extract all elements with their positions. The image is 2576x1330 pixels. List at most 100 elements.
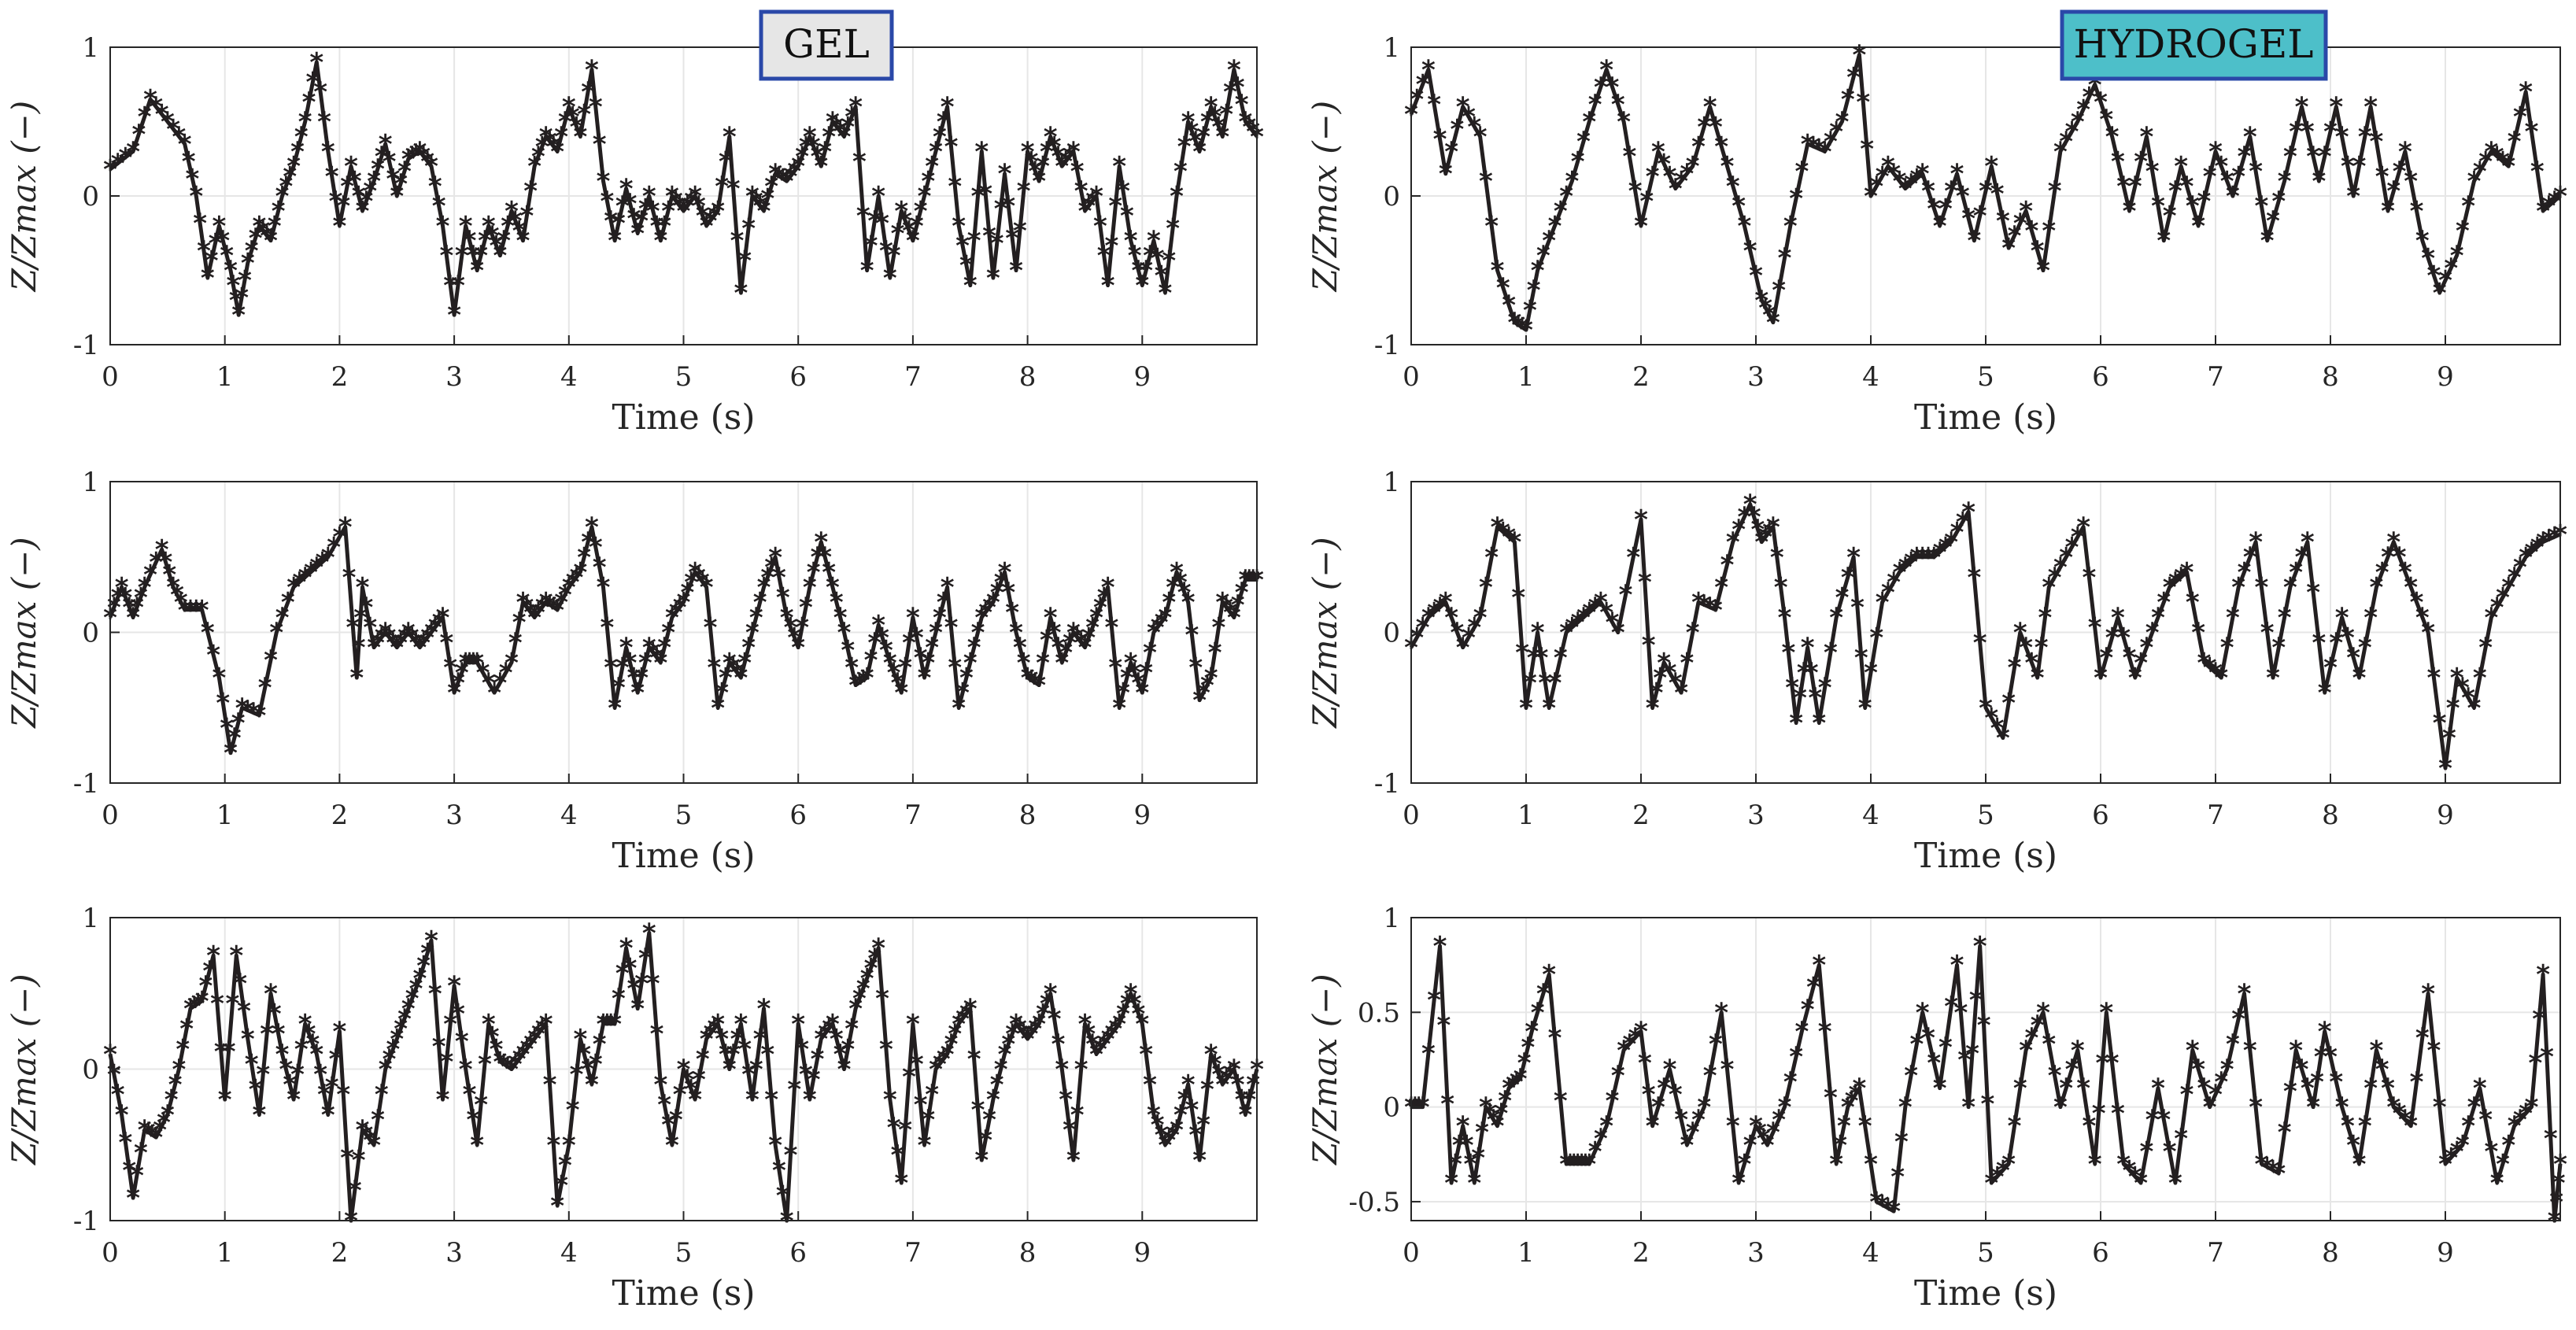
data-point-marker: *: [467, 241, 481, 272]
data-point-marker: *: [543, 127, 557, 158]
data-point-marker: *: [963, 994, 978, 1025]
x-tick-label: 1: [1517, 800, 1535, 831]
data-point-marker: *: [1135, 270, 1149, 301]
data-point-marker: *: [1954, 997, 1968, 1029]
data-point-marker: *: [455, 1026, 469, 1058]
data-point-marker: *: [520, 593, 534, 624]
data-point-marker: *: [2329, 92, 2343, 124]
data-point-marker: *: [1511, 582, 1525, 614]
data-point-marker: *: [581, 77, 595, 109]
data-point-marker: *: [1634, 504, 1648, 536]
data-point-marker: *: [2525, 1092, 2539, 1124]
x-tick-label: 6: [789, 1237, 807, 1269]
data-point-marker: *: [218, 1084, 232, 1116]
data-point-marker: *: [1858, 693, 1872, 724]
data-point-marker: *: [875, 623, 889, 654]
data-point-marker: *: [2001, 1149, 2016, 1180]
data-point-marker: *: [994, 194, 1008, 225]
data-point-marker: *: [1223, 77, 1237, 109]
data-point-marker: *: [1151, 243, 1165, 275]
x-tick-label: 9: [1133, 1237, 1151, 1269]
data-point-marker: *: [1028, 157, 1042, 188]
data-point-marker: *: [2370, 127, 2384, 158]
data-point-marker: *: [1143, 1070, 1157, 1101]
data-point-marker: *: [906, 1009, 920, 1040]
data-point-marker: *: [883, 263, 897, 294]
data-point-marker: *: [1200, 107, 1214, 139]
data-point-marker: *: [646, 968, 660, 999]
data-point-marker: *: [608, 226, 622, 257]
data-point-marker: *: [451, 999, 465, 1030]
panel-gel-3: ****************************************…: [5, 903, 1264, 1313]
data-point-marker: *: [149, 92, 163, 124]
data-point-marker: *: [760, 562, 774, 593]
x-tick-label: 1: [216, 1237, 234, 1269]
data-point-marker: *: [577, 99, 591, 131]
data-point-marker: *: [1044, 121, 1058, 153]
data-point-marker: *: [436, 211, 450, 242]
hydrogel-condition-label: HYDROGEL: [2060, 9, 2328, 81]
data-point-marker: *: [516, 587, 530, 619]
data-point-marker: *: [925, 633, 939, 664]
data-point-marker: *: [2243, 121, 2257, 153]
data-point-marker: *: [543, 1070, 557, 1101]
data-point-marker: *: [585, 54, 599, 86]
data-point-marker: *: [138, 572, 152, 604]
data-point-marker: *: [231, 707, 246, 739]
data-point-marker: *: [2111, 1099, 2125, 1130]
data-point-marker: *: [669, 597, 683, 629]
x-tick-label: 0: [1403, 800, 1420, 831]
x-tick-label: 4: [560, 361, 578, 393]
data-point-marker: *: [608, 693, 622, 724]
data-point-marker: *: [558, 580, 572, 611]
x-tick-label: 5: [1977, 800, 1994, 831]
data-point-marker: *: [2174, 1124, 2188, 1155]
data-point-marker: *: [543, 589, 557, 621]
data-point-marker: *: [1720, 1055, 1735, 1086]
data-point-marker: *: [443, 270, 457, 301]
data-point-marker: *: [894, 1168, 908, 1199]
data-point-marker: *: [784, 612, 798, 644]
x-tick-label: 9: [2437, 1237, 2454, 1269]
data-point-marker: *: [379, 129, 393, 161]
data-point-marker: *: [944, 612, 959, 644]
data-point-marker: *: [604, 206, 618, 238]
data-point-marker: *: [321, 542, 335, 574]
data-point-marker: *: [550, 595, 564, 626]
data-point-marker: *: [681, 191, 695, 223]
data-point-marker: *: [818, 136, 832, 168]
data-point-marker: *: [482, 667, 496, 699]
data-point-marker: *: [206, 940, 220, 972]
data-point-marker: *: [898, 1115, 912, 1147]
data-point-marker: *: [879, 235, 893, 267]
data-point-marker: *: [986, 263, 1000, 294]
data-point-marker: *: [708, 201, 722, 232]
data-point-marker: *: [166, 114, 180, 146]
data-point-marker: *: [1059, 146, 1073, 178]
data-point-marker: *: [279, 171, 294, 202]
data-point-marker: *: [1961, 497, 1975, 528]
data-point-marker: *: [1818, 1016, 1832, 1047]
data-point-marker: *: [597, 572, 611, 604]
data-point-marker: *: [1783, 211, 1798, 242]
data-point-marker: *: [875, 984, 889, 1015]
data-point-marker: *: [955, 678, 970, 709]
data-point-marker: *: [711, 693, 725, 724]
panel-hydrogel-2: ****************************************…: [1306, 467, 2567, 876]
data-point-marker: *: [867, 627, 881, 659]
data-point-marker: *: [910, 211, 924, 242]
data-point-marker: *: [898, 206, 912, 238]
data-point-marker: *: [2255, 572, 2269, 604]
data-point-marker: *: [547, 593, 561, 624]
data-point-marker: *: [386, 627, 401, 659]
y-tick-label: -1: [73, 768, 99, 800]
y-axis-label: Z/Zmax (−): [1306, 537, 1344, 729]
data-point-marker: *: [918, 663, 932, 694]
data-point-marker: *: [336, 191, 350, 223]
x-tick-label: 3: [445, 361, 463, 393]
data-point-marker: *: [2088, 612, 2102, 644]
data-point-marker: *: [2168, 1168, 2182, 1199]
data-point-marker: *: [795, 142, 809, 173]
data-point-marker: *: [1055, 151, 1069, 183]
data-point-marker: *: [883, 648, 897, 679]
